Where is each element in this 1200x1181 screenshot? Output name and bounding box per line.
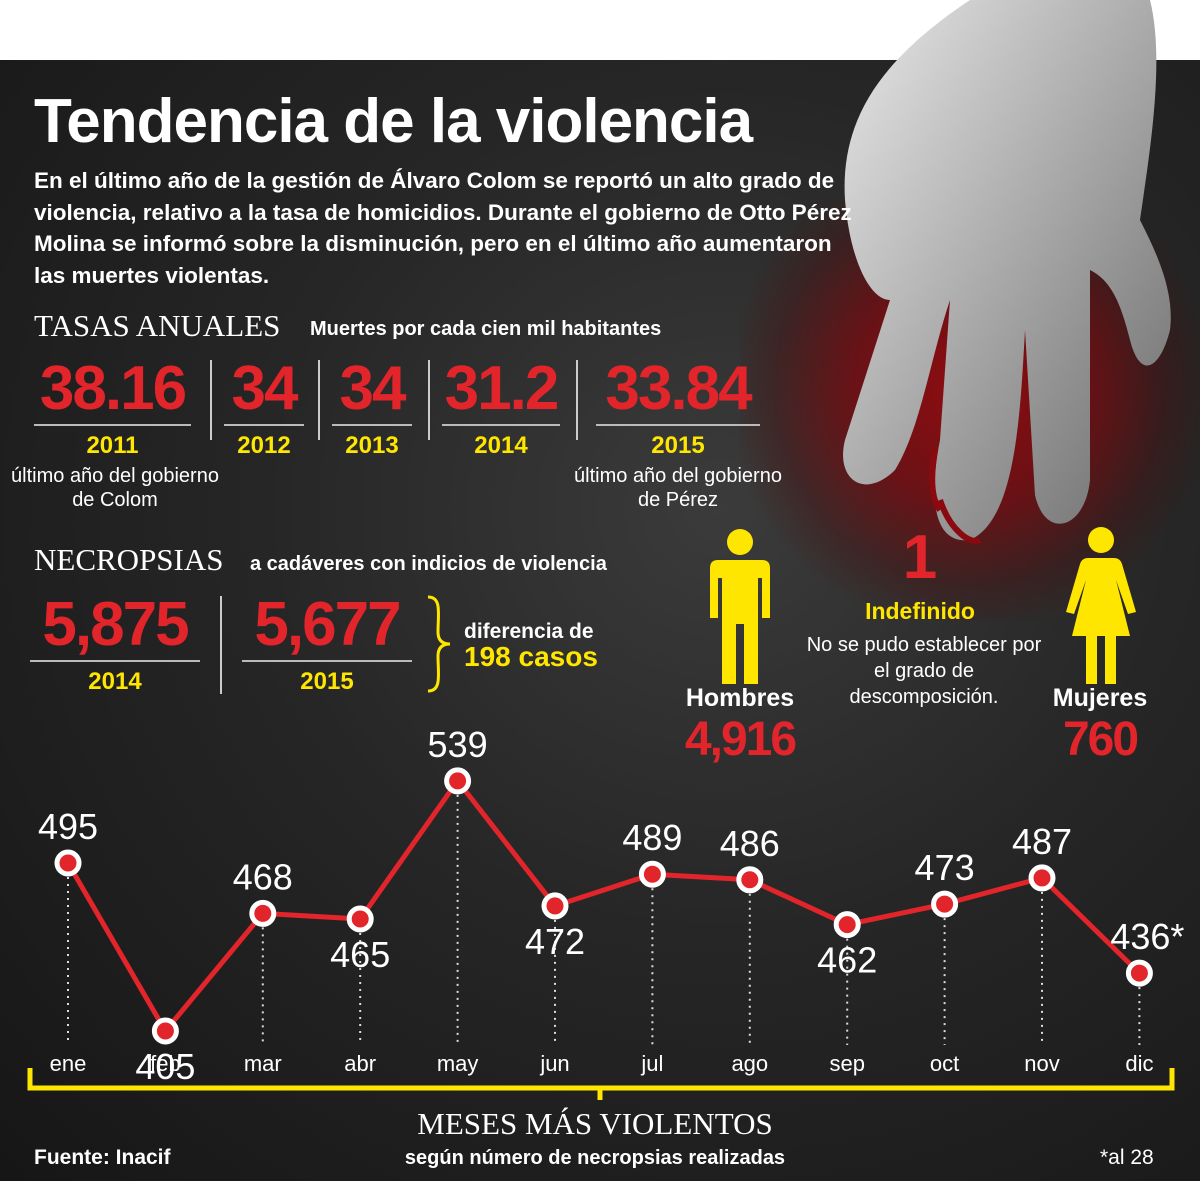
x-label-dic: dic bbox=[1125, 1051, 1153, 1076]
divider bbox=[332, 424, 412, 426]
x-label-mar: mar bbox=[244, 1051, 282, 1076]
divider bbox=[34, 424, 191, 426]
data-point-feb bbox=[151, 1017, 179, 1045]
x-label-abr: abr bbox=[344, 1051, 376, 1076]
x-label-sep: sep bbox=[829, 1051, 864, 1076]
data-point-mar bbox=[249, 899, 277, 927]
value-label-abr: 465 bbox=[330, 934, 390, 975]
value-label-dic: 436* bbox=[1110, 916, 1184, 957]
necropsia-value: 5,875 bbox=[42, 590, 189, 659]
necropsia-2015: 5,677 2015 bbox=[242, 594, 412, 696]
x-label-ago: ago bbox=[731, 1051, 768, 1076]
value-label-feb: 405 bbox=[135, 1046, 195, 1087]
footnote: *al 28 bbox=[1100, 1146, 1154, 1169]
tasa-value: 34 bbox=[339, 354, 407, 423]
value-label-ene: 495 bbox=[38, 806, 98, 847]
tasa-year: 2014 bbox=[474, 432, 528, 459]
data-point-dic bbox=[1125, 959, 1153, 987]
x-label-may: may bbox=[437, 1051, 479, 1076]
tasa-year: 2012 bbox=[237, 432, 291, 459]
data-point-jul bbox=[638, 860, 666, 888]
tasa-value: 34 bbox=[231, 354, 299, 423]
tasa-note: último año del gobierno de Colom bbox=[11, 465, 219, 511]
women-value: 760 bbox=[1062, 713, 1139, 766]
undef-label: Indefinido bbox=[865, 598, 975, 624]
value-label-may: 539 bbox=[428, 724, 488, 765]
tasa-note: último año del gobierno de Pérez bbox=[574, 465, 782, 511]
hand-illustration bbox=[843, 0, 1171, 544]
necropsias-heading: NECROPSIAS bbox=[34, 542, 224, 577]
necropsia-year: 2015 bbox=[300, 668, 354, 695]
divider bbox=[30, 660, 200, 662]
tasa-2014: 31.2 2014 bbox=[440, 358, 562, 460]
separator bbox=[318, 360, 320, 440]
monthly-line-chart: 495 405 468 465 539 472 489 486 462 473 487 436* en… bbox=[27, 724, 1184, 1100]
tasa-value: 38.16 bbox=[39, 354, 187, 423]
intro-text: En el último año de la gestión de Álvaro… bbox=[34, 168, 852, 288]
diff-label: diferencia de bbox=[464, 620, 594, 643]
undef-note: No se pudo establecer por el grado de de… bbox=[806, 634, 1042, 708]
data-point-nov bbox=[1028, 864, 1056, 892]
tasa-2013: 34 2013 bbox=[330, 358, 414, 460]
women-label: Mujeres bbox=[1052, 684, 1148, 712]
data-point-may bbox=[444, 767, 472, 795]
page-title: Tendencia de la violencia bbox=[34, 87, 753, 156]
value-label-jul: 489 bbox=[622, 817, 682, 858]
tasas-subheading: Muertes por cada cien mil habitantes bbox=[310, 318, 662, 340]
bracket-icon bbox=[27, 1068, 1175, 1100]
tasa-value: 33.84 bbox=[605, 354, 752, 423]
undef-value: 1 bbox=[902, 523, 938, 592]
data-point-abr bbox=[346, 905, 374, 933]
x-label-nov: nov bbox=[1024, 1051, 1059, 1076]
divider bbox=[242, 660, 412, 662]
source: Fuente: Inacif bbox=[34, 1146, 171, 1169]
tasa-year: 2013 bbox=[345, 432, 399, 459]
tasa-year: 2015 bbox=[651, 432, 705, 459]
woman-icon bbox=[1066, 527, 1136, 684]
men-value: 4,916 bbox=[684, 713, 797, 766]
value-label-oct: 473 bbox=[915, 847, 975, 888]
value-label-jun: 472 bbox=[525, 921, 585, 962]
separator bbox=[210, 360, 212, 440]
tasa-2011: 38.16 2011 último año del gobierno de Co… bbox=[11, 354, 219, 512]
data-point-ene bbox=[54, 849, 82, 877]
data-point-jun bbox=[541, 892, 569, 920]
tasa-year: 2011 bbox=[86, 432, 139, 459]
x-label-oct: oct bbox=[930, 1051, 959, 1076]
x-label-jun: jun bbox=[539, 1051, 569, 1076]
man-icon bbox=[710, 529, 770, 684]
data-point-oct bbox=[931, 890, 959, 918]
x-label-feb: feb bbox=[150, 1051, 181, 1076]
tasa-value: 31.2 bbox=[444, 354, 560, 423]
diff-value: 198 casos bbox=[464, 641, 598, 672]
tasas-heading: TASAS ANUALES bbox=[34, 308, 281, 343]
value-label-ago: 486 bbox=[720, 823, 780, 864]
data-point-sep bbox=[833, 911, 861, 939]
separator bbox=[428, 360, 430, 440]
value-label-nov: 487 bbox=[1012, 821, 1072, 862]
divider bbox=[442, 424, 560, 426]
x-label-jul: jul bbox=[640, 1051, 663, 1076]
necropsia-value: 5,677 bbox=[254, 590, 401, 659]
chart-title: MESES MÁS VIOLENTOS bbox=[417, 1106, 773, 1141]
value-label-sep: 462 bbox=[817, 940, 877, 981]
divider bbox=[596, 424, 760, 426]
tasa-2012: 34 2012 bbox=[222, 358, 306, 460]
separator bbox=[576, 360, 578, 440]
necropsia-year: 2014 bbox=[88, 668, 142, 695]
divider bbox=[224, 424, 304, 426]
data-point-ago bbox=[736, 866, 764, 894]
x-label-ene: ene bbox=[50, 1051, 87, 1076]
chart-subtitle: según número de necropsias realizadas bbox=[404, 1147, 786, 1169]
necropsia-2014: 5,875 2014 bbox=[30, 594, 200, 696]
separator bbox=[220, 596, 222, 694]
tasa-2015: 33.84 2015 último año del gobierno de Pé… bbox=[574, 354, 782, 512]
series-line bbox=[65, 778, 1142, 1034]
necropsias-subheading: a cadáveres con indicios de violencia bbox=[250, 553, 607, 575]
curly-brace-icon bbox=[427, 595, 451, 693]
men-label: Hombres bbox=[685, 684, 795, 712]
value-label-mar: 468 bbox=[233, 856, 293, 897]
